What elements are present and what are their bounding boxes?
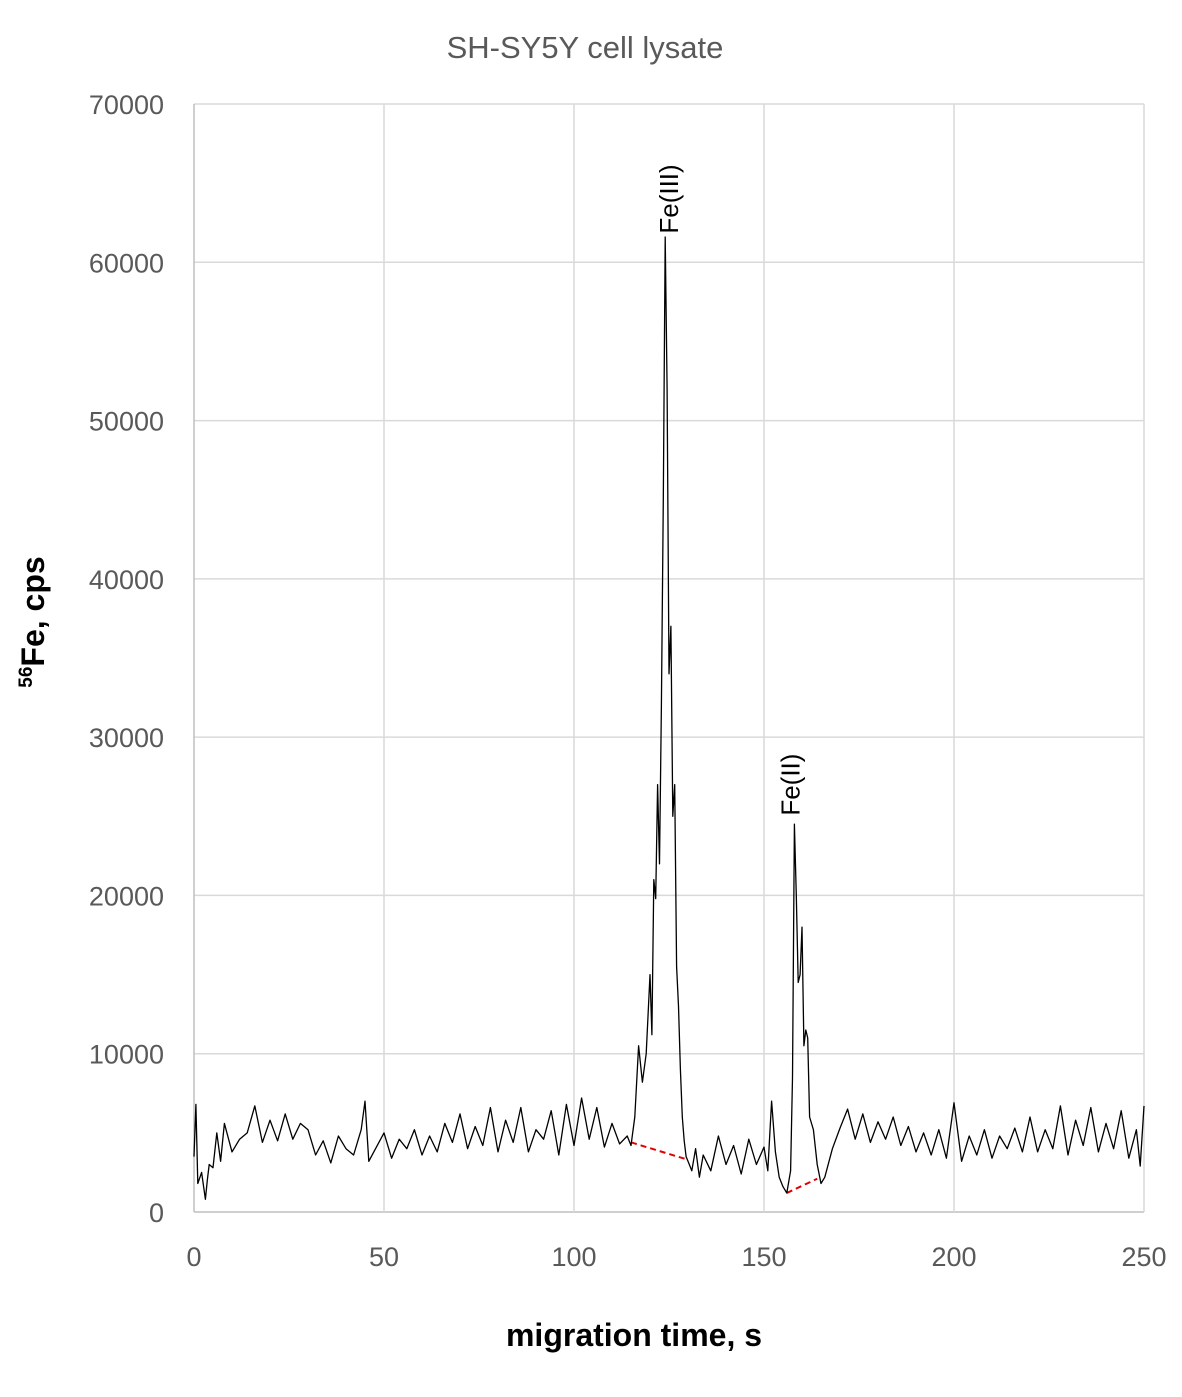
x-axis-title: migration time, s — [506, 1317, 762, 1353]
x-tick-label: 250 — [1121, 1242, 1166, 1272]
chart-title: SH-SY5Y cell lysate — [447, 30, 724, 65]
y-axis-title-main: Fe, cps — [15, 556, 51, 666]
y-tick-label: 60000 — [89, 248, 164, 278]
tick-layer: 0 10000 20000 30000 40000 50000 60000 70000 0 50 1… — [89, 90, 1167, 1272]
x-tick-label: 50 — [369, 1242, 399, 1272]
annotation-layer: Fe(III) Fe(II) — [654, 164, 806, 815]
y-axis-title-superscript: 56 — [16, 667, 37, 688]
peak-baseline — [786, 1177, 818, 1194]
x-tick-label: 0 — [186, 1242, 201, 1272]
y-tick-label: 20000 — [89, 881, 164, 911]
x-tick-label: 200 — [931, 1242, 976, 1272]
y-tick-label: 0 — [149, 1198, 164, 1228]
y-tick-label: 40000 — [89, 565, 164, 595]
series-layer — [193, 236, 1145, 1200]
peak-label: Fe(III) — [654, 164, 684, 233]
peak-label: Fe(II) — [776, 754, 806, 816]
x-tick-label: 150 — [741, 1242, 786, 1272]
x-tick-label: 100 — [551, 1242, 596, 1272]
y-tick-label: 70000 — [89, 90, 164, 120]
peak-baseline — [630, 1141, 689, 1161]
y-tick-label: 50000 — [89, 407, 164, 437]
y-axis-title: 56Fe, cps — [15, 556, 51, 687]
y-tick-label: 30000 — [89, 723, 164, 753]
y-tick-label: 10000 — [89, 1040, 164, 1070]
series-line — [193, 236, 1145, 1200]
baseline-layer — [630, 1141, 818, 1194]
